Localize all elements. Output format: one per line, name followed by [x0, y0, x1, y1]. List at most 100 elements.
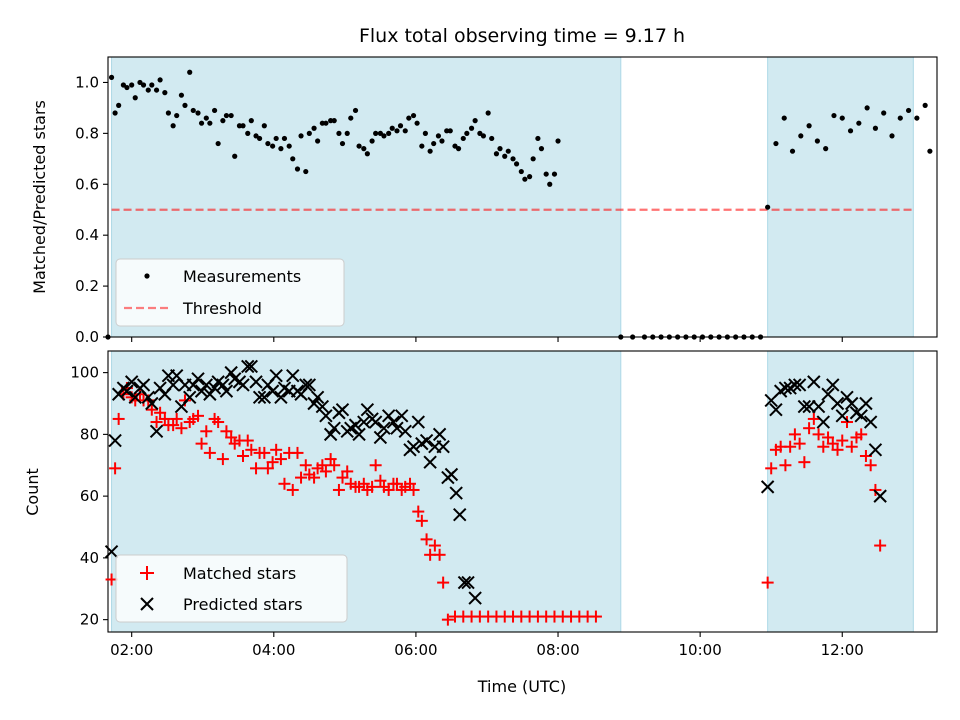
- measurement-point: [236, 123, 243, 129]
- matched-star-point: [332, 483, 345, 496]
- top-observing-span-1: [767, 56, 914, 338]
- measurement-point: [468, 125, 475, 131]
- predicted-star-point: [269, 368, 283, 383]
- matched-star-point: [374, 474, 387, 487]
- matched-star-point: [407, 483, 420, 496]
- measurement-point: [757, 334, 764, 340]
- measurement-point: [716, 334, 722, 340]
- measurement-point: [174, 112, 180, 119]
- measurement-point: [228, 112, 234, 119]
- measurement-point: [444, 128, 450, 134]
- matched-star-point: [319, 465, 332, 478]
- measurement-point: [435, 133, 442, 139]
- matched-star-point: [245, 443, 258, 456]
- legend-matched-label: Matched stars: [183, 564, 296, 583]
- measurement-point: [708, 334, 714, 340]
- measurement-point: [311, 125, 317, 131]
- predicted-star-point: [216, 378, 230, 392]
- predicted-star-point: [461, 575, 475, 590]
- measurement-point: [864, 105, 870, 111]
- predicted-star-point: [186, 378, 200, 392]
- matched-star-point: [415, 514, 428, 527]
- measurement-point: [394, 128, 400, 134]
- matched-star-point: [308, 471, 321, 484]
- measurement-point: [145, 87, 151, 93]
- predicted-star-point: [373, 430, 388, 445]
- matched-star-point: [291, 446, 304, 459]
- predicted-star-point: [219, 384, 234, 398]
- measurement-point: [460, 135, 466, 142]
- measurement-point: [207, 120, 213, 126]
- predicted-star-point: [244, 359, 259, 374]
- measurement-point: [551, 171, 558, 177]
- measurement-point: [265, 140, 271, 147]
- matched-star-point: [812, 428, 825, 441]
- measurement-point: [505, 148, 511, 154]
- bottom-legend-box: [115, 554, 348, 623]
- measurement-point: [724, 334, 730, 340]
- matched-star-point: [864, 459, 877, 472]
- matched-star-point: [266, 456, 279, 469]
- measurement-point: [530, 156, 536, 162]
- matched-star-point: [761, 576, 774, 589]
- measurement-point: [124, 84, 130, 91]
- measurement-point: [256, 135, 263, 142]
- measurement-point: [397, 123, 404, 129]
- bottom-y-tick-label: 80: [80, 425, 99, 443]
- matched-star-point: [299, 459, 312, 472]
- predicted-star-point: [327, 421, 341, 435]
- measurement-point: [203, 115, 209, 121]
- measurement-point: [165, 110, 171, 116]
- measurement-point: [881, 110, 887, 116]
- predicted-star-point: [406, 440, 421, 454]
- top-y-axis-label: Matched/Predicted stars: [30, 100, 49, 294]
- predicted-star-point: [760, 480, 775, 494]
- predicted-star-point: [203, 387, 217, 401]
- bottom-y-tick-label: 100: [70, 364, 99, 382]
- measurement-point: [261, 123, 267, 129]
- measurement-point: [650, 334, 656, 340]
- matched-star-point: [295, 471, 308, 484]
- predicted-star-point: [252, 390, 267, 405]
- predicted-star-point: [183, 390, 197, 405]
- measurement-point: [381, 133, 387, 139]
- top-y-tick-label: 1.0: [75, 73, 99, 91]
- measurement-point: [699, 334, 706, 340]
- measurement-point: [331, 118, 337, 124]
- matched-star-point: [382, 483, 395, 496]
- measurement-point: [386, 130, 392, 136]
- predicted-star-point: [307, 396, 321, 411]
- legend-measurements-label: Measurements: [183, 267, 301, 286]
- measurement-point: [162, 90, 168, 96]
- predicted-star-point: [377, 421, 391, 435]
- measurement-point: [823, 146, 829, 152]
- measurement-point: [278, 146, 284, 152]
- measurement-point: [294, 166, 301, 172]
- predicted-star-point: [859, 396, 873, 411]
- matched-star-point: [803, 422, 816, 435]
- measurement-point: [489, 135, 495, 142]
- legend-predicted-marker: [140, 597, 154, 611]
- measurement-point: [140, 82, 147, 88]
- predicted-star-point: [360, 402, 375, 417]
- predicted-star-point: [274, 390, 288, 405]
- matched-star-point: [822, 431, 835, 444]
- matched-star-point: [845, 440, 858, 453]
- matched-star-point: [874, 539, 887, 552]
- measurement-point: [765, 204, 771, 210]
- predicted-star-point: [419, 433, 434, 448]
- predicted-star-point: [348, 418, 363, 432]
- measurement-point: [364, 151, 370, 157]
- matched-star-point: [150, 416, 163, 429]
- measurement-point: [480, 133, 487, 139]
- measurement-point: [286, 143, 292, 149]
- measurement-point: [814, 138, 820, 144]
- predicted-star-point: [191, 372, 205, 386]
- measurement-point: [749, 334, 755, 340]
- matched-star-point: [225, 431, 238, 444]
- matched-star-point: [286, 483, 299, 496]
- measurement-point: [153, 87, 160, 93]
- matched-star-point: [826, 437, 839, 450]
- predicted-star-point: [249, 375, 263, 389]
